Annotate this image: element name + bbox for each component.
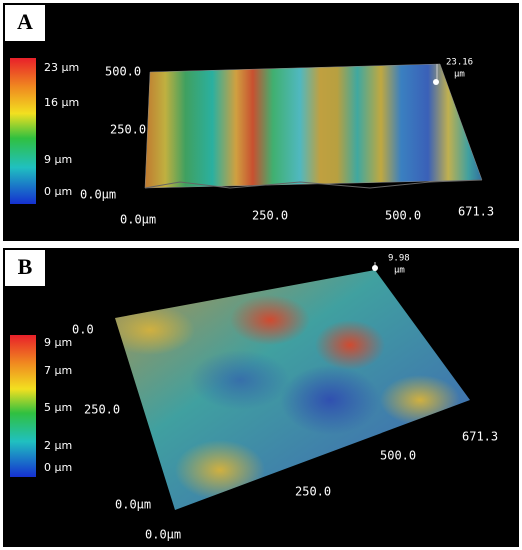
max-height: 23.16	[446, 58, 473, 68]
axis-label: 0.0	[72, 323, 94, 337]
surface	[144, 63, 483, 189]
panel-label: A	[17, 9, 33, 34]
axis-label: 671.3	[458, 205, 494, 219]
axis-label: 250.0	[295, 485, 331, 499]
axis-label: 0.0μm	[80, 188, 116, 202]
colorbar-label: 0 μm	[44, 461, 72, 474]
colorbar-label: 7 μm	[44, 364, 72, 377]
panel-label-box	[5, 5, 45, 41]
z-marker	[372, 265, 378, 271]
colorbar-label: 23 μm	[44, 61, 79, 74]
colorbar-label: 9 μm	[44, 153, 72, 166]
axis-label: 250.0	[84, 403, 120, 417]
axis-label: 500.0	[105, 65, 141, 79]
axis-label: 0.0μm	[120, 213, 156, 227]
colorbar-label: 9 μm	[44, 336, 72, 349]
max-unit: μm	[394, 266, 405, 276]
colorbar-label: 16 μm	[44, 96, 79, 109]
colorbar-label: 0 μm	[44, 185, 72, 198]
axis-label: 250.0	[252, 209, 288, 223]
panel-label: B	[18, 254, 33, 279]
z-marker	[433, 79, 439, 85]
axis-label: 0.0μm	[115, 498, 151, 512]
colorbar-label: 5 μm	[44, 401, 72, 414]
colorbar	[10, 58, 36, 204]
max-unit: μm	[454, 70, 465, 80]
axis-label: 0.0μm	[145, 528, 181, 542]
colorbar-label: 2 μm	[44, 439, 72, 452]
axis-label: 500.0	[385, 209, 421, 223]
axis-label: 500.0	[380, 449, 416, 463]
surface-edge	[144, 179, 483, 189]
axis-label: 250.0	[110, 123, 146, 137]
axis-label: 671.3	[462, 430, 498, 444]
max-height: 9.98	[388, 254, 410, 264]
colorbar	[10, 335, 36, 477]
panel-label-box	[5, 250, 45, 286]
